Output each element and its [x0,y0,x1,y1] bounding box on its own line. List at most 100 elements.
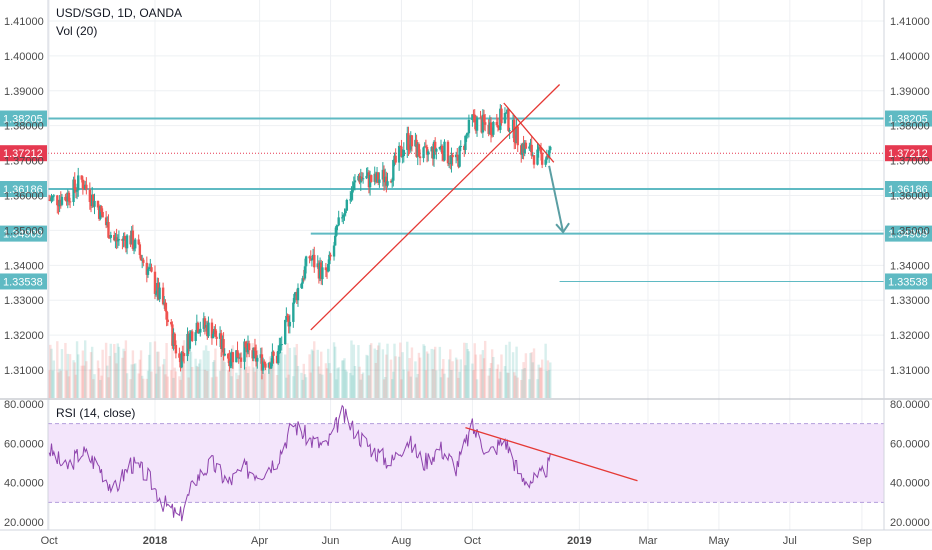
volume-bar [137,373,140,398]
candle-body [139,254,143,261]
volume-bar [324,363,328,398]
candle-body [229,360,232,367]
volume-bar [544,343,547,398]
candle-body [253,347,257,351]
volume-bar [202,350,206,398]
volume-bar [239,352,243,398]
price-tick-right: 1.35000 [890,225,930,237]
candle-body [422,147,425,159]
price-tick-left: 1.34000 [4,260,44,272]
volume-bar [458,371,461,398]
volume-bar [197,363,201,398]
candle-body [207,322,210,337]
candle-body [280,344,283,346]
volume-bar [540,359,544,398]
volume-bar [228,370,231,398]
volume-bar [206,371,209,398]
volume-bar [180,367,183,398]
volume-bar [529,353,532,398]
candle-body [145,262,149,275]
candle-body [549,146,552,151]
volume-bar [337,367,340,398]
candle-body [181,351,185,354]
volume-bar [59,370,62,398]
candle-body [481,114,485,133]
volume-bar [383,377,387,398]
candle-body [545,156,549,160]
volume-bar [393,343,396,398]
candle-body [101,211,104,218]
candle-body [524,142,528,149]
volume-bar [327,348,330,398]
volume-bar [244,366,247,398]
rsi-tick-right: 20.0000 [890,517,930,529]
rsi-tick-right: 80.0000 [890,399,930,411]
price-tick-right: 1.37000 [890,156,930,168]
volume-bar [310,349,314,398]
rsi-label: RSI (14, close) [56,406,136,420]
candle-body [210,322,214,339]
volume-bar [261,374,265,398]
volume-bar [280,351,283,398]
volume-bar [73,362,76,398]
volume-bar [210,377,214,398]
candle-body [256,357,259,362]
volume-bar [211,361,215,398]
price-tick-right: 1.31000 [890,365,930,377]
volume-bar [116,343,119,398]
candle-body [327,264,330,272]
volume-bar [300,372,303,398]
volume-bar [487,375,490,398]
volume-bar [447,359,451,398]
volume-bar [104,342,108,398]
volume-bar [220,352,223,398]
volume-bar [400,379,403,398]
volume-bar [375,349,379,398]
candle-body [310,259,314,261]
candle-body [440,145,444,154]
volume-bar [311,350,315,398]
price-tick-right: 1.39000 [890,86,930,98]
volume-bar [309,372,312,398]
volume-bar [446,377,450,398]
candle-body [443,141,446,161]
volume-bar [333,346,337,398]
price-level-label-left: 1.33538 [3,276,43,288]
candle-body [496,125,500,128]
candle-body [99,206,102,219]
volume-bar [182,340,186,398]
volume-bar [407,371,410,398]
volume-bar [440,368,444,398]
candle-body [196,322,200,333]
candle-body [408,149,411,151]
volume-bars [47,340,552,398]
candle-body [223,353,226,356]
volume-bar [166,376,169,398]
volume-bar [424,370,428,398]
candle-body [93,200,96,207]
candle-body [211,333,215,339]
candle-body [85,184,88,190]
candle-body [115,237,118,242]
time-tick: Sep [852,535,872,547]
candle-body [154,293,158,295]
volume-bar [74,374,78,398]
candle-body [392,159,395,181]
candle-body [244,341,247,348]
candle-body [410,135,414,147]
candle-body [67,192,71,202]
time-tick: Jul [783,535,797,547]
volume-bar [267,372,271,398]
candle-body [75,190,79,192]
volume-bar [482,358,486,398]
volume-bar [247,366,251,398]
price-tick-left: 1.40000 [4,51,44,63]
volume-bar [161,364,165,398]
volume-bar [301,379,304,398]
volume-bar [60,349,64,398]
volume-bar [82,365,86,398]
candle-body [402,149,405,157]
price-tick-right: 1.36000 [890,191,930,203]
volume-bar [459,359,462,398]
